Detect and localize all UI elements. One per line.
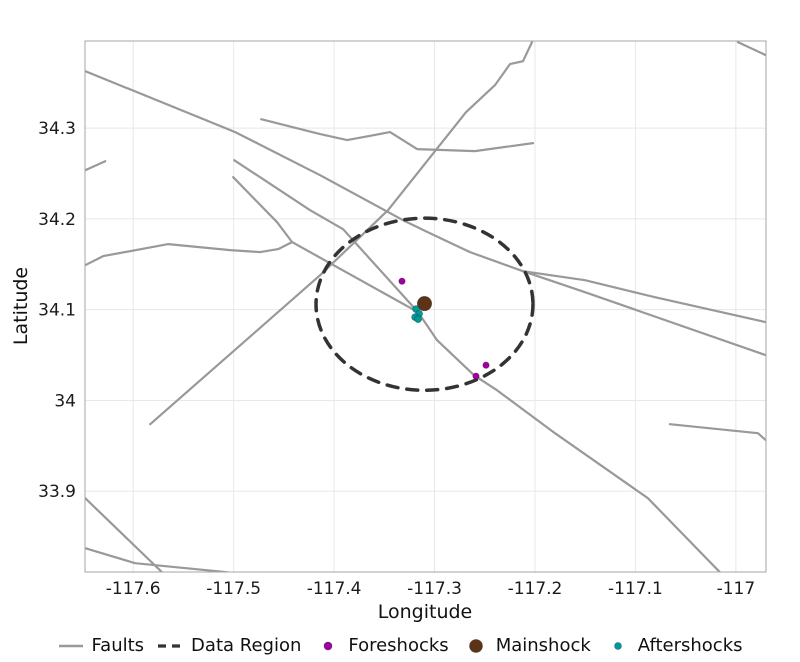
y-tick-label: 33.9 (38, 482, 76, 502)
fault-line (85, 241, 294, 267)
legend-marker-icon (324, 641, 333, 650)
aftershocks-point (414, 315, 422, 324)
legend-label: Data Region (191, 635, 302, 656)
fault-line (85, 160, 107, 172)
x-axis-title: Longitude (378, 601, 473, 623)
x-tick-label: -117.6 (106, 579, 161, 599)
foreshocks-point (398, 277, 406, 285)
fault-lines-layer (85, 41, 766, 572)
legend-line-icon (59, 644, 84, 647)
fault-line (233, 159, 722, 572)
legend-item-faults: Faults (57, 635, 144, 656)
legend-item-foreshocks: Foreshocks (314, 635, 449, 656)
data-region-layer (314, 216, 535, 393)
x-tick-label: -117.5 (206, 579, 261, 599)
legend-label: Foreshocks (348, 635, 449, 656)
fault-line (521, 270, 766, 357)
y-axis-title: Latitude (10, 267, 32, 345)
mainshock-point (416, 296, 433, 312)
legend-marker-icon (613, 641, 622, 650)
fault-line (736, 41, 766, 57)
plot-panel-border (84, 40, 767, 573)
legend-label: Mainshock (495, 635, 591, 656)
legend-line-icon (158, 643, 185, 648)
map-plot: -117.6 -117.5 -117.4 -117.3 -117.2 -117.1 -117… (10, 40, 767, 623)
y-tick-label: 34.1 (38, 301, 76, 321)
x-tick-label: -117.1 (608, 579, 663, 599)
legend-marker-icon (468, 638, 483, 653)
legend-item-data-region: Data Region (157, 635, 301, 656)
x-tick-label: -117.3 (407, 579, 462, 599)
fault-line (260, 118, 535, 153)
fault-line (85, 69, 525, 273)
fault-line (521, 270, 766, 324)
foreshocks-point (472, 372, 480, 380)
axis-tick-labels: -117.6 -117.5 -117.4 -117.3 -117.2 -117.1 -117… (38, 119, 755, 599)
x-tick-label: -117.2 (508, 579, 563, 599)
y-tick-label: 34.2 (38, 210, 76, 230)
legend: Faults Data Region Foreshocks Mainshock Afte… (0, 635, 800, 656)
legend-item-mainshock: Mainshock (462, 635, 591, 656)
data-region-ellipse (314, 216, 535, 393)
y-tick-label: 34.3 (38, 119, 76, 139)
x-tick-label: -117 (717, 579, 756, 599)
legend-label: Aftershocks (637, 635, 743, 656)
legend-label: Faults (91, 635, 145, 656)
x-tick-label: -117.4 (307, 579, 362, 599)
fault-line (85, 497, 164, 572)
y-tick-label: 34 (54, 391, 76, 411)
legend-item-aftershocks: Aftershocks (604, 635, 743, 656)
fault-line (85, 547, 230, 572)
fault-line (149, 41, 534, 426)
foreshocks-point (482, 361, 490, 369)
fault-line (668, 423, 766, 442)
event-points-layer (398, 277, 490, 380)
fault-line (232, 176, 420, 314)
